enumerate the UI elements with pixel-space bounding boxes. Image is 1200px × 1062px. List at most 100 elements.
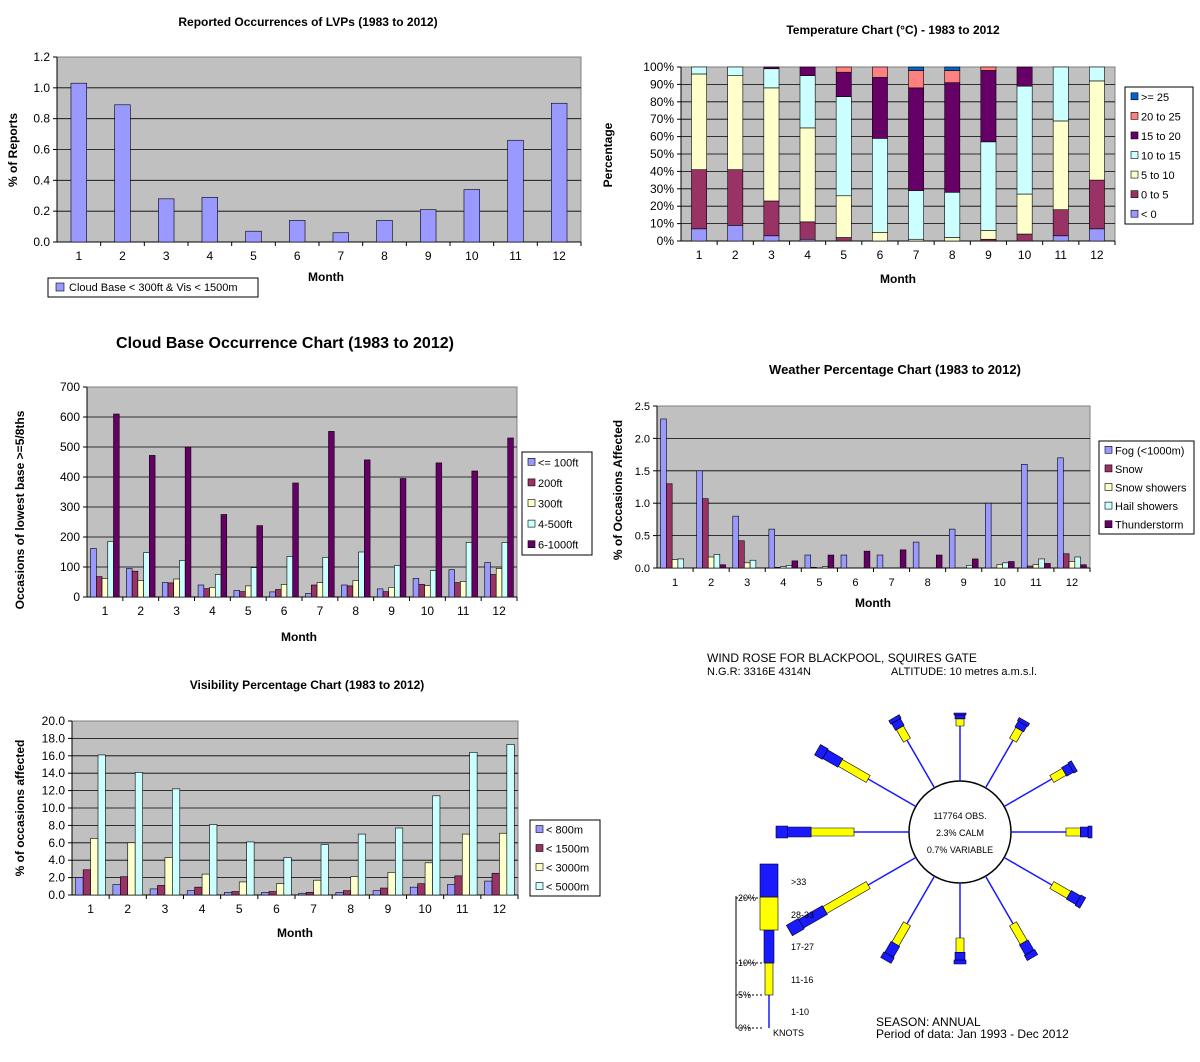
bar [660,418,667,569]
wind-rose-spoke [984,875,1014,925]
x-tick-label: 5 [236,902,243,916]
bar [275,589,282,598]
wind-rose-spoke [906,875,936,925]
bar [387,872,396,896]
knots-label: KNOTS [773,1028,804,1038]
legend-swatch [535,863,544,871]
y-tick-label: 4.0 [48,853,65,867]
scale-label: 5% [738,990,751,1000]
bar [311,584,318,598]
legend-label: Hail showers [1115,501,1178,513]
x-tick-label: 4 [206,249,213,263]
wind-rose-petal-segment [1017,717,1030,727]
legend-label: < 0 [1141,209,1157,221]
bar [996,564,1003,569]
x-tick-label: 11 [457,604,470,618]
bar [1080,564,1087,569]
bar [90,548,97,598]
bar [412,578,420,598]
wind-rose-spoke [1003,778,1053,808]
bar [395,827,404,896]
y-tick-label: 600 [60,410,80,424]
bar [256,525,263,598]
bar [863,550,871,569]
wind-rose-petal-segment [1074,894,1087,909]
x-tick-label: 5 [245,604,252,618]
y-tick-label: 2.5 [635,401,650,413]
x-tick-label: 6 [273,902,280,916]
bar [341,584,348,598]
y-tick-label: 0.4 [33,173,50,187]
legend-swatch [1130,170,1139,179]
legend-box [1098,440,1195,535]
x-tick-label: 9 [388,604,395,618]
y-tick-label: 6.0 [48,836,65,850]
bar [350,876,359,896]
bar [465,542,473,598]
y-tick-label: 1.5 [635,466,650,478]
y-tick-label: 50% [650,147,674,161]
bar-segment [727,75,744,170]
bar [551,102,568,243]
bar [167,582,175,598]
bar-segment [980,141,997,231]
bar-segment [799,75,816,129]
bar [424,585,431,598]
bar [305,892,314,896]
wind-rose-petal-segment [891,921,911,947]
x-tick-label: 10 [1018,248,1032,262]
bar-segment [763,68,780,89]
y-tick-label: 70% [650,112,674,126]
bar [810,567,817,569]
bar [388,587,395,598]
x-tick-label: 8 [347,902,354,916]
bar [346,585,354,598]
bar [201,196,218,243]
y-tick-label: 60% [650,130,674,144]
bar [380,887,389,896]
wind-rose-petal-segment [822,881,871,914]
bar [209,587,216,598]
bar [96,576,103,598]
bar [158,198,175,243]
x-tick-label: 12 [1066,577,1078,589]
wind-rose-petal-segment [1087,825,1093,839]
x-tick-label: 2 [732,248,739,262]
bar [394,565,401,598]
bar-segment [835,96,852,197]
bar [184,446,192,598]
bar [173,578,180,598]
bar [448,569,455,598]
x-tick-label: 12 [1090,248,1104,262]
bar [719,564,726,569]
wind-rose-petal-segment [810,827,855,837]
bar [276,883,285,896]
bar-segment [799,66,816,76]
bar [713,554,721,569]
bar [1026,565,1034,569]
chart-weather: Weather Percentage Chart (1983 to 2012) 0… [611,362,1195,610]
wind-rose-petal-segment [1049,881,1072,899]
x-tick-label: 7 [310,902,317,916]
key-band-17-27 [763,929,775,964]
x-tick-label: 8 [381,249,388,263]
speed-band-label: 11-16 [791,975,813,985]
x-tick-label: 8 [949,248,956,262]
bar [149,455,156,598]
bar [876,554,884,569]
bar [469,752,478,896]
bar [785,565,793,569]
legend-box [47,277,259,298]
x-tick-label: 8 [352,604,359,618]
bar [238,881,247,896]
wind-rose-petal-segment [954,951,966,961]
bar [1021,464,1028,569]
y-tick-label: 10.0 [42,801,66,815]
bar [220,514,228,598]
bar [335,892,344,896]
legend-label: < 3000m [546,863,589,875]
bar-segment [1016,233,1033,242]
bar [435,462,443,598]
y-axis-label: % of occasions affected [13,740,27,877]
x-tick-label: 7 [317,604,324,618]
